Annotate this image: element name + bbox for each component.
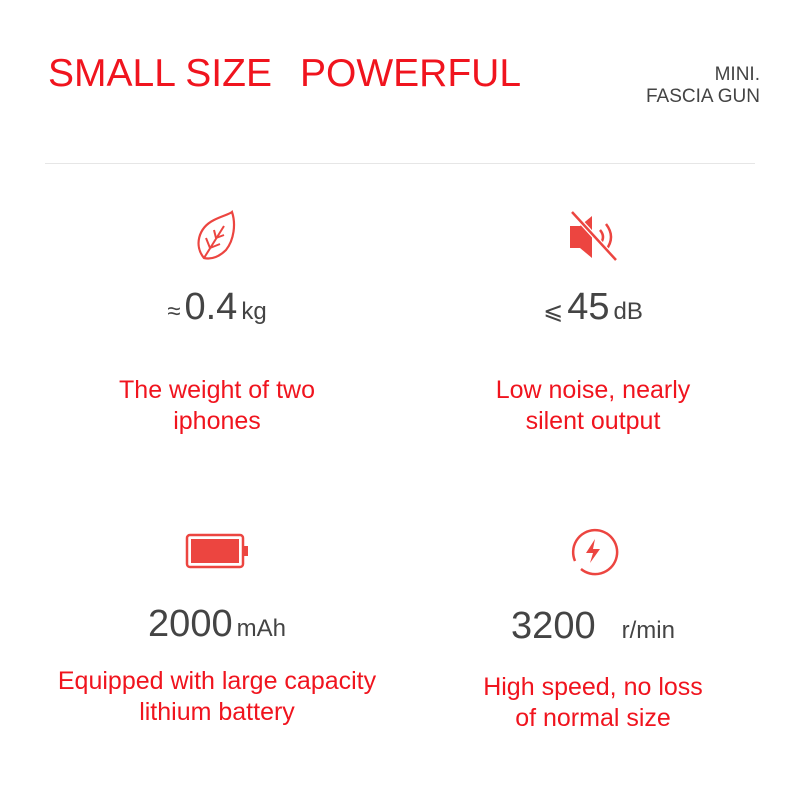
lightning-circle-icon — [571, 528, 619, 576]
value-unit: mAh — [236, 615, 286, 642]
weight-value-row: ≈0.4 kg — [17, 286, 417, 329]
value-unit: r/min — [621, 617, 675, 644]
desc-line-2: iphones — [173, 407, 261, 435]
product-tag: MINI. FASCIA GUN — [646, 64, 760, 108]
desc-line-2: lithium battery — [139, 698, 295, 726]
battery-icon — [185, 533, 248, 569]
value: 3200 — [511, 605, 596, 647]
noise-value-row: ⩽ 45 dB — [393, 286, 793, 329]
feature-noise: ⩽ 45 dB Low noise, nearly silent output — [393, 210, 793, 437]
battery-value-row: 2000 mAh — [17, 603, 417, 646]
desc-line-1: Low noise, nearly — [495, 376, 691, 404]
value: 2000 — [148, 603, 233, 645]
tag-line-2: FASCIA GUN — [645, 86, 760, 107]
value: 0.4 — [184, 286, 238, 328]
desc-line-1: High speed, no loss — [483, 673, 703, 701]
value-unit: kg — [241, 298, 267, 325]
desc-line-1: Equipped with large capacity — [57, 667, 377, 695]
speed-value-row: 3200 r/min — [393, 605, 793, 648]
value-prefix: ≈ — [167, 298, 181, 325]
feature-weight: ≈0.4 kg The weight of two iphones — [17, 210, 417, 437]
tag-line-1: MINI. — [714, 64, 760, 85]
leaf-icon — [197, 210, 236, 260]
feature-speed: 3200 r/min High speed, no loss of normal … — [393, 525, 793, 734]
desc-line-2: of normal size — [515, 704, 671, 732]
desc-line-1: The weight of two — [119, 376, 315, 404]
value-unit: dB — [613, 298, 643, 325]
mute-speaker-icon — [570, 210, 618, 262]
value: 45 — [567, 286, 610, 328]
headline-powerful: POWERFUL — [300, 52, 522, 95]
divider — [45, 163, 755, 164]
desc-line-2: silent output — [525, 407, 661, 435]
headline-small-size: SMALL SIZE — [48, 52, 272, 95]
feature-battery: 2000 mAh Equipped with large capacity lit… — [17, 533, 417, 728]
value-prefix: ⩽ — [543, 298, 564, 325]
